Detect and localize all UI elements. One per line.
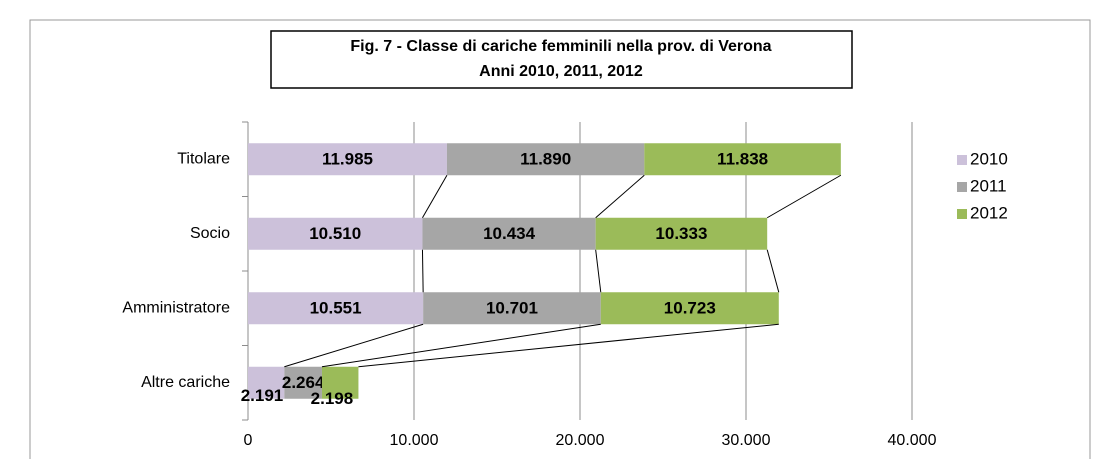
y-tick-label: Altre cariche	[141, 374, 230, 391]
x-tick-label: 0	[244, 432, 253, 449]
x-tick-label: 40.000	[888, 432, 937, 449]
legend-swatch	[957, 209, 967, 219]
bar-segment	[595, 217, 768, 250]
series-line	[595, 174, 645, 219]
series-line	[766, 249, 780, 293]
legend-label: 2011	[970, 176, 1007, 195]
y-tick-label: Socio	[190, 225, 230, 242]
x-tick-label: 20.000	[556, 432, 605, 449]
bar-segment	[422, 217, 596, 250]
data-label: 2.264	[282, 373, 325, 392]
data-label: 10.551	[310, 299, 362, 318]
chart-title: Anni 2010, 2011, 2012	[479, 63, 643, 80]
bar-segment	[644, 143, 841, 176]
bar-segment	[321, 366, 359, 399]
data-label: 10.510	[309, 224, 361, 243]
bar-segment	[248, 292, 424, 325]
series-line	[321, 323, 601, 368]
data-label: 2.191	[241, 386, 284, 405]
bar-segment	[600, 292, 779, 325]
data-label: 10.333	[655, 224, 707, 243]
series-line	[422, 175, 448, 218]
x-tick-label: 10.000	[390, 432, 439, 449]
legend-label: 2012	[970, 203, 1008, 222]
chart-title: Fig. 7 - Classe di cariche femminili nel…	[350, 38, 771, 55]
x-tick-label: 30.000	[722, 432, 771, 449]
series-line	[766, 174, 842, 219]
data-label: 10.701	[486, 299, 538, 318]
series-line	[595, 249, 602, 293]
y-tick-label: Titolare	[177, 150, 230, 167]
data-label: 11.838	[717, 150, 768, 169]
bar-segment	[248, 217, 423, 250]
bar-segment	[248, 143, 447, 176]
bar-segment	[284, 366, 322, 399]
bar-segment	[423, 292, 601, 325]
legend-swatch	[957, 155, 967, 165]
data-label: 11.890	[520, 150, 571, 169]
series-line	[284, 323, 424, 368]
data-label: 11.985	[322, 150, 373, 169]
legend-label: 2010	[970, 149, 1008, 168]
bar-segment	[446, 143, 645, 176]
data-label: 2.198	[311, 389, 354, 408]
data-label: 10.434	[483, 224, 536, 243]
series-line	[421, 249, 424, 293]
y-tick-label: Amministratore	[122, 299, 230, 316]
data-label: 10.723	[664, 299, 716, 318]
bar-segment	[248, 366, 285, 399]
legend-swatch	[957, 182, 967, 192]
title-box	[270, 30, 853, 89]
series-line	[358, 323, 779, 368]
